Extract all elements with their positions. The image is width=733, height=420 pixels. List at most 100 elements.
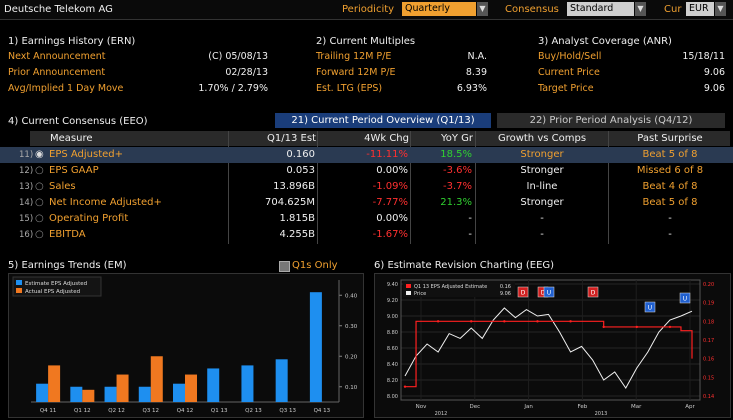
currency-dropdown-icon[interactable]: ▼ <box>715 2 726 16</box>
prior-announcement-label: Prior Announcement <box>8 67 106 78</box>
radio-icon[interactable]: ○ <box>35 229 44 240</box>
table-row[interactable]: 14) ○ Net Income Adjusted+ 704.625M -7.7… <box>0 195 733 211</box>
row-surprise: Beat 5 of 8 <box>642 149 698 160</box>
bar-actual <box>48 365 61 402</box>
row-measure[interactable]: EPS GAAP <box>49 165 99 176</box>
left-tick-label: 8.60 <box>387 346 398 352</box>
row-est: 13.896B <box>273 181 315 192</box>
row-number: 12) <box>19 166 34 176</box>
periodicity-value: Quarterly <box>405 3 450 14</box>
earnings-trends-svg: Estimate EPS Adjusted Actual EPS Adjusted… <box>12 276 358 414</box>
forward-pe-value: 8.39 <box>465 67 487 78</box>
row-chg: 0.00% <box>376 165 408 176</box>
table-row[interactable]: 13) ○ Sales 13.896B -1.09% -3.7% In-line… <box>0 179 733 195</box>
right-tick-label: 0.14 <box>703 394 714 400</box>
row-chg: -11.11% <box>366 149 408 160</box>
column-divider <box>317 131 318 244</box>
trailing-pe-row: Trailing 12M P/E N.A. <box>316 51 487 67</box>
row-measure[interactable]: EBITDA <box>49 229 86 240</box>
estimate-point <box>569 320 572 323</box>
bar-actual <box>185 374 197 402</box>
y-tick-label: 0.30 <box>345 324 358 330</box>
row-measure[interactable]: EPS Adjusted+ <box>49 149 124 160</box>
x-tick-label: Q1 12 <box>74 408 91 414</box>
left-tick-label: 8.20 <box>387 378 398 384</box>
bar-estimate <box>241 365 254 402</box>
consensus-dropdown-icon[interactable]: ▼ <box>635 2 646 16</box>
q1s-only-checkbox[interactable] <box>279 261 290 272</box>
marker-letter: U <box>683 296 687 303</box>
periodicity-dropdown-icon[interactable]: ▼ <box>477 2 488 16</box>
tab-current-period[interactable]: 21) Current Period Overview (Q1/13) <box>275 113 491 128</box>
periodicity-select[interactable]: Quarterly <box>402 2 476 16</box>
x-tick-label: Feb <box>578 404 588 410</box>
target-price-label: Target Price <box>538 83 594 94</box>
bar-estimate <box>173 383 185 402</box>
legend-box <box>12 276 102 297</box>
estimate-revision-title[interactable]: 6) Estimate Revision Charting (EEG) <box>374 260 555 271</box>
next-announcement-value: (C) 05/08/13 <box>208 51 268 62</box>
legend-label: Estimate EPS Adjusted <box>25 281 87 287</box>
left-tick-label: 8.00 <box>387 394 398 400</box>
ltg-eps-label: Est. LTG (EPS) <box>316 83 383 94</box>
consensus-select[interactable]: Standard <box>567 2 634 16</box>
row-number: 15) <box>19 214 34 224</box>
earnings-trends-title[interactable]: 5) Earnings Trends (EM) <box>8 260 127 271</box>
radio-icon[interactable]: ○ <box>35 165 44 176</box>
row-est: 704.625M <box>265 197 315 208</box>
table-row[interactable]: 11) ◉ EPS Adjusted+ 0.160 -11.11% 18.5% … <box>0 147 733 163</box>
table-row[interactable]: 16) ○ EBITDA 4.255B -1.67% - - - <box>0 227 733 243</box>
x-tick-label: Q3 13 <box>279 408 296 414</box>
buy-hold-sell-row: Buy/Hold/Sell 15/18/11 <box>538 51 725 67</box>
radio-selected-icon[interactable]: ◉ <box>35 149 44 160</box>
analyst-coverage-section: 3) Analyst Coverage (ANR) Buy/Hold/Sell … <box>538 36 725 99</box>
bar-estimate <box>138 386 151 402</box>
analyst-coverage-title[interactable]: 3) Analyst Coverage (ANR) <box>538 36 672 47</box>
row-measure[interactable]: Sales <box>49 181 76 192</box>
row-growth: Stronger <box>520 149 564 160</box>
currency-select[interactable]: EUR <box>686 2 714 16</box>
ltg-eps-value: 6.93% <box>456 83 487 94</box>
row-surprise: - <box>668 229 672 240</box>
radio-icon[interactable]: ○ <box>35 197 44 208</box>
tab-prior-period[interactable]: 22) Prior Period Analysis (Q4/12) <box>497 113 725 128</box>
row-growth: - <box>540 213 544 224</box>
left-tick-label: 9.20 <box>387 298 398 304</box>
right-tick-label: 0.17 <box>703 338 714 344</box>
radio-icon[interactable]: ○ <box>35 181 44 192</box>
header-est: Q1/13 Est <box>267 133 316 144</box>
current-multiples-section: 2) Current Multiples Trailing 12M P/E N.… <box>316 36 487 99</box>
right-tick-label: 0.18 <box>703 319 714 325</box>
marker-letter: D <box>541 290 546 297</box>
row-measure[interactable]: Net Income Adjusted+ <box>49 197 162 208</box>
prior-announcement-row: Prior Announcement 02/28/13 <box>8 67 268 83</box>
table-row[interactable]: 12) ○ EPS GAAP 0.053 0.00% -3.6% Stronge… <box>0 163 733 179</box>
table-row[interactable]: 15) ○ Operating Profit 1.815B 0.00% - - … <box>0 211 733 227</box>
estimate-point <box>403 385 407 388</box>
current-consensus-title[interactable]: 4) Current Consensus (EEO) <box>8 116 148 127</box>
year-label: 2013 <box>595 411 608 417</box>
left-tick-label: 9.00 <box>387 314 398 320</box>
row-growth: In-line <box>526 181 558 192</box>
bar-actual <box>150 356 163 402</box>
current-price-row: Current Price 9.06 <box>538 67 725 83</box>
avg-move-row: Avg/Implied 1 Day Move 1.70% / 2.79% <box>8 83 268 99</box>
legend-last-value: 0.16 <box>500 284 511 290</box>
trailing-pe-label: Trailing 12M P/E <box>316 51 392 62</box>
prior-announcement-value: 02/28/13 <box>225 67 268 78</box>
marker-letter: D <box>591 290 596 297</box>
radio-icon[interactable]: ○ <box>35 213 44 224</box>
trailing-pe-value: N.A. <box>467 51 487 62</box>
bar-estimate <box>104 386 117 402</box>
next-announcement-label: Next Announcement <box>8 51 106 62</box>
earnings-history-title[interactable]: 1) Earnings History (ERN) <box>8 36 136 47</box>
row-yoy: -3.7% <box>442 181 472 192</box>
bar-estimate <box>275 359 288 402</box>
plot-frame <box>400 279 701 401</box>
row-measure[interactable]: Operating Profit <box>49 213 129 224</box>
row-est: 0.160 <box>286 149 315 160</box>
row-est: 1.815B <box>279 213 316 224</box>
x-tick-label: Dec <box>469 404 480 410</box>
bar-estimate <box>70 386 83 402</box>
right-tick-label: 0.15 <box>703 375 714 381</box>
